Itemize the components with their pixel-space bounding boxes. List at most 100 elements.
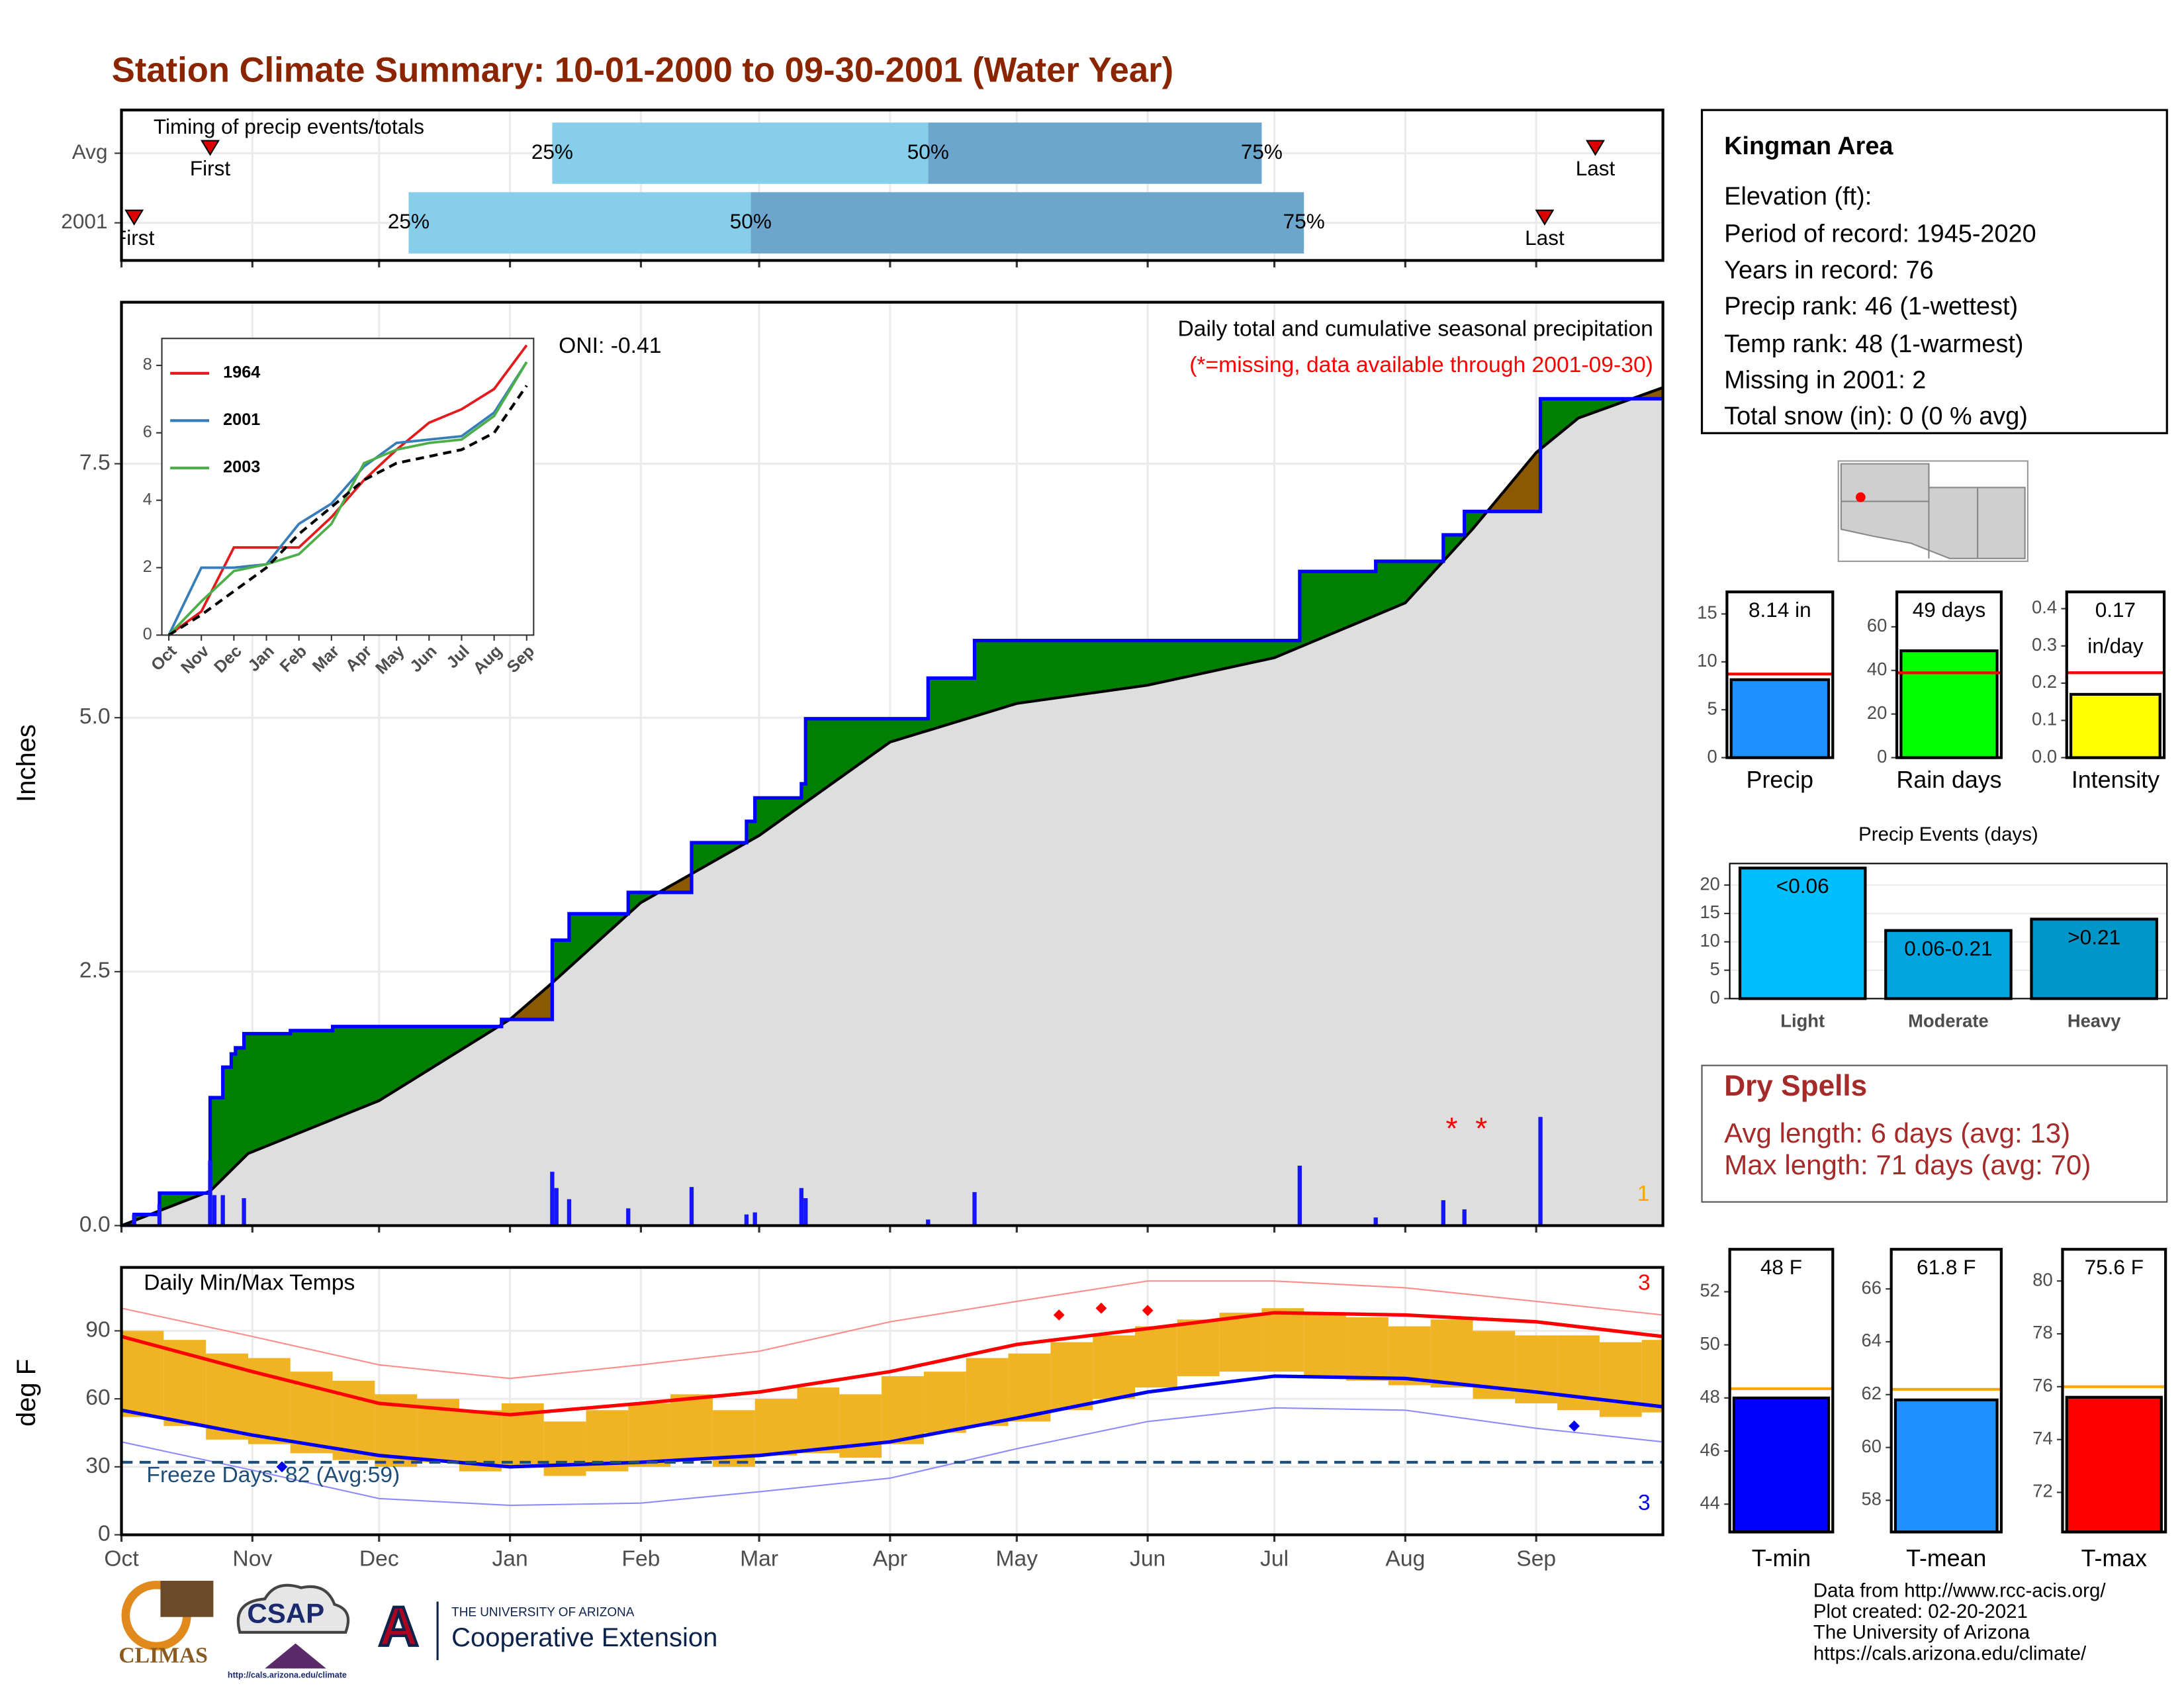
panel-subtitle: (*=missing, data available through 2001-… (1189, 353, 1653, 377)
daily-temp-bar (670, 1394, 713, 1460)
daily-bar (242, 1198, 246, 1226)
category-label: Precip (1747, 767, 1813, 793)
bar (2065, 1395, 2163, 1534)
event-marker (201, 140, 220, 156)
y-tick-label: 4 (143, 490, 152, 508)
y-tick-label: 66 (1862, 1277, 1882, 1297)
y-tick-label: 90 (85, 1317, 110, 1342)
y-axis-label: Inches (12, 724, 41, 802)
y-tick-label: 5 (1710, 959, 1720, 979)
panel-border (1895, 590, 2003, 759)
daily-bar (926, 1219, 931, 1226)
row-label: Avg (72, 140, 108, 164)
panel-title: Daily Min/Max Temps (144, 1271, 355, 1295)
bar (2030, 917, 2158, 1000)
daily-bar (212, 1195, 217, 1226)
legend-label: 2003 (223, 458, 260, 477)
daily-temp-bar (1050, 1342, 1093, 1411)
x-tick-label: Feb (621, 1546, 660, 1571)
avg-max-line (120, 1311, 1663, 1417)
station-dot (1856, 492, 1866, 502)
quantile-label: 25% (388, 209, 430, 233)
x-tick-label: May (996, 1546, 1038, 1571)
inset-line (167, 344, 528, 636)
timing-bar-early (552, 122, 929, 184)
info-line: Period of record: 1945-2020 (1724, 220, 2036, 248)
value-label: 0.17 (2095, 598, 2136, 622)
panel-title: Precip Events (days) (1858, 823, 2038, 845)
daily-bar (744, 1214, 749, 1226)
inset-line (167, 385, 528, 637)
y-tick-label: 15 (1700, 902, 1719, 922)
x-tick-label: Aug (1385, 1546, 1425, 1571)
y-tick-label: 5.0 (79, 704, 111, 729)
record-marker (1142, 1305, 1154, 1317)
event-label: Last (1576, 156, 1615, 180)
value-label: 48 F (1760, 1255, 1802, 1279)
y-tick-label: 40 (1867, 659, 1887, 679)
dry-spells-box (1701, 1064, 2168, 1203)
category-label: Moderate (1908, 1011, 1989, 1031)
daily-temp-bar (1093, 1335, 1135, 1399)
inset-border (161, 338, 535, 636)
csap-mountain (265, 1643, 326, 1669)
footer-line: The University of Arizona (1813, 1622, 2030, 1644)
y-tick-label: 72 (2032, 1481, 2052, 1501)
page-title: Station Climate Summary: 10-01-2000 to 0… (112, 50, 1173, 89)
daily-temp-bar (1599, 1342, 1642, 1417)
info-line: Years in record: 76 (1724, 256, 1933, 284)
daily-bar (567, 1199, 572, 1226)
daily-temp-bar (1134, 1326, 1177, 1388)
daily-temp-bar (1346, 1317, 1388, 1381)
daily-bar (626, 1208, 631, 1226)
daily-temp-bar (1219, 1313, 1262, 1372)
x-tick-label: Dec (359, 1546, 399, 1571)
ua-name: THE UNIVERSITY OF ARIZONA (451, 1605, 635, 1619)
y-tick-label: 78 (2032, 1322, 2052, 1342)
event-label: First (114, 226, 155, 250)
info-line: Precip rank: 46 (1-wettest) (1724, 293, 2018, 320)
event-marker (1586, 140, 1606, 156)
x-tick-label: Jan (492, 1546, 527, 1571)
category-label: T-mean (1906, 1545, 1986, 1571)
daily-bar (1297, 1165, 1302, 1226)
event-label: Last (1525, 226, 1565, 250)
y-tick-label: 2 (143, 557, 152, 576)
bar-label: 0.06-0.21 (1904, 936, 1992, 960)
y-tick-label: 52 (1700, 1280, 1719, 1301)
y-tick-label: 0 (1710, 987, 1720, 1008)
panel-border (120, 109, 1664, 262)
info-box (1700, 109, 2168, 434)
y-tick-label: 0.0 (2032, 746, 2057, 767)
y-tick-label: 0.2 (2032, 671, 2057, 692)
category-label: Rain days (1896, 767, 2001, 793)
climas-text: CLIMAS (118, 1643, 208, 1667)
daily-bar (1462, 1209, 1467, 1226)
y-tick-label: 48 (1700, 1386, 1719, 1407)
quantile-label: 50% (730, 209, 772, 233)
daily-temp-bar (1008, 1353, 1051, 1422)
category-label: T-max (2081, 1545, 2147, 1571)
quantile-label: 50% (907, 140, 949, 164)
y-tick-label: 0.1 (2032, 709, 2057, 729)
daily-bar (1538, 1117, 1543, 1226)
panel-title: Daily total and cumulative seasonal prec… (1177, 317, 1653, 342)
panel-border (1729, 863, 2168, 1000)
y-tick-label: 10 (1697, 650, 1717, 671)
y-tick-label: 30 (85, 1454, 110, 1478)
missing-marker: * (1446, 1111, 1458, 1146)
y-tick-label: 0.3 (2032, 634, 2057, 655)
event-marker (1535, 209, 1555, 226)
x-tick-label: Mar (740, 1546, 778, 1571)
timing-rows: 25% 50% 75% First Last 25% 50% 75% First Last (114, 122, 1663, 254)
record-marker (276, 1461, 288, 1473)
bar (2069, 692, 2161, 759)
footer-line: https://cals.arizona.edu/climate/ (1813, 1642, 2087, 1664)
panel-border (1728, 1248, 1835, 1534)
daily-bar (550, 1172, 555, 1226)
row-label: 2001 (61, 209, 107, 233)
daily-bar (799, 1188, 804, 1226)
daily-temp-bar (1430, 1319, 1473, 1388)
daily-bar (752, 1212, 757, 1226)
